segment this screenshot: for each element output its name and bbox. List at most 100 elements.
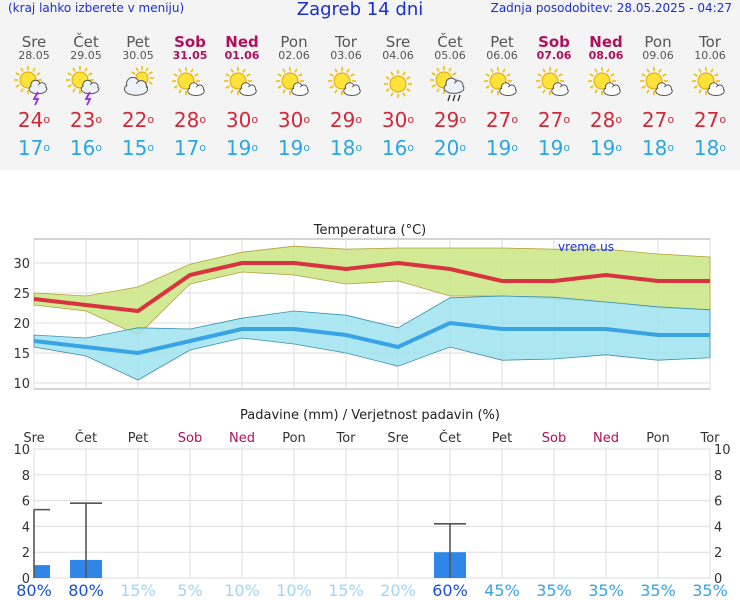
weather-icon bbox=[476, 66, 528, 102]
rain-drop bbox=[447, 94, 451, 102]
precipitation-plot-area bbox=[33, 448, 711, 579]
sun-ray bbox=[72, 88, 76, 93]
precip-day-label: Čet bbox=[75, 430, 97, 446]
precip-day-label: Ned bbox=[593, 431, 619, 446]
precip-day-label: Pon bbox=[646, 431, 670, 446]
sun-ray bbox=[88, 72, 93, 76]
cloud-fill bbox=[344, 87, 360, 95]
sun-ray bbox=[431, 84, 436, 88]
precip-day-label: Sob bbox=[542, 431, 566, 446]
sun-small-cloud-icon bbox=[172, 67, 205, 96]
sun-ray bbox=[502, 68, 506, 73]
sun-ray bbox=[662, 73, 667, 77]
sun-ray bbox=[135, 67, 139, 72]
max-temp: 22o bbox=[121, 108, 155, 132]
sun-ray bbox=[15, 84, 20, 88]
day-name: Pon bbox=[644, 33, 672, 51]
day-column: Tor 03.06 29o 18o bbox=[320, 34, 372, 160]
min-temp: 18o bbox=[693, 136, 727, 160]
day-column: Čet 05.06 29o 20o bbox=[424, 34, 476, 160]
sun-ray bbox=[190, 68, 194, 73]
sun-ray bbox=[225, 85, 230, 89]
sun-ray bbox=[173, 73, 178, 77]
site-watermark: vreme.us bbox=[558, 240, 614, 254]
day-date: 09.06 bbox=[642, 49, 674, 62]
precipitation-title: Padavine (mm) / Verjetnost padavin (%) bbox=[240, 408, 500, 423]
day-name: Tor bbox=[699, 33, 721, 51]
weather-icon bbox=[580, 66, 632, 102]
sun-ray bbox=[693, 85, 698, 89]
sun-ray bbox=[606, 68, 610, 73]
precip-probability: 15% bbox=[328, 581, 364, 600]
day-column: Pet 30.05 22o 15o bbox=[112, 34, 164, 160]
cloud-fill bbox=[125, 83, 147, 95]
min-temp: 18o bbox=[329, 136, 363, 160]
day-date: 29.05 bbox=[70, 49, 102, 62]
sun-small-cloud-icon bbox=[640, 67, 673, 96]
day-date: 07.06 bbox=[536, 49, 572, 62]
precip-day-label: Sob bbox=[178, 431, 202, 446]
day-column: Pon 09.06 27o 18o bbox=[632, 34, 684, 160]
precip-day-label: Pet bbox=[128, 431, 148, 446]
sun-ray bbox=[246, 73, 251, 77]
sun-disc bbox=[389, 75, 407, 93]
precip-probability: 35% bbox=[640, 581, 676, 600]
sun-ray bbox=[334, 68, 338, 73]
sun-ray bbox=[385, 76, 390, 80]
sun-ray bbox=[277, 85, 282, 89]
sun-ray bbox=[431, 72, 436, 76]
min-temp-line bbox=[33, 320, 710, 356]
sun-ray bbox=[148, 71, 153, 75]
precip-probability: 10% bbox=[224, 581, 260, 600]
weather-icon bbox=[424, 66, 476, 102]
min-temp: 16o bbox=[69, 136, 103, 160]
precip-day-label: Tor bbox=[699, 431, 720, 446]
sun-ray bbox=[178, 68, 182, 73]
cloud-fill bbox=[445, 83, 463, 93]
sun-ray bbox=[15, 72, 20, 76]
sun-cloud-storm-icon bbox=[14, 66, 48, 106]
max-temp: 27o bbox=[537, 108, 571, 132]
sun-ray bbox=[36, 72, 41, 76]
min-temp: 19o bbox=[589, 136, 623, 160]
sun-ray bbox=[589, 73, 594, 77]
max-temp: 29o bbox=[329, 108, 363, 132]
sun-ray bbox=[698, 89, 702, 94]
max-temp: 23o bbox=[69, 108, 103, 132]
cloud-fill bbox=[500, 87, 516, 95]
min-temp: 19o bbox=[225, 136, 259, 160]
sun-ray bbox=[436, 67, 440, 72]
min-temp: 17o bbox=[17, 136, 51, 160]
sun-ray bbox=[230, 89, 234, 94]
cloud-fill bbox=[604, 87, 620, 95]
sun-ray bbox=[506, 73, 511, 77]
sun-small-cloud-icon bbox=[588, 67, 621, 96]
sun-ray bbox=[334, 89, 338, 94]
sun-ray bbox=[390, 71, 394, 76]
day-date: 30.05 bbox=[122, 49, 154, 62]
sun-ray bbox=[641, 73, 646, 77]
weather-icon bbox=[164, 66, 216, 102]
sun-ray bbox=[646, 68, 650, 73]
precip-probability: 45% bbox=[484, 581, 520, 600]
sun-ray bbox=[402, 71, 406, 76]
weather-icon bbox=[528, 66, 580, 102]
sun-ray bbox=[385, 88, 390, 92]
day-name: Sob bbox=[174, 33, 206, 51]
sun-ray bbox=[402, 92, 406, 97]
location-menu-hint[interactable]: (kraj lahko izberete v meniju) bbox=[8, 1, 185, 15]
min-temp: 16o bbox=[381, 136, 415, 160]
min-temp: 19o bbox=[537, 136, 571, 160]
y-tick-label-left: 4 bbox=[22, 520, 30, 535]
max-temp: 27o bbox=[641, 108, 675, 132]
precip-probability: 35% bbox=[588, 581, 624, 600]
lightning-bolt bbox=[84, 91, 92, 106]
min-temp: 18o bbox=[641, 136, 675, 160]
sun-ray bbox=[448, 67, 452, 72]
sun-ray bbox=[194, 73, 199, 77]
precip-probability: 80% bbox=[16, 581, 52, 600]
sun-ray bbox=[329, 73, 334, 77]
sun-small-cloud-icon bbox=[640, 67, 673, 96]
day-column: Sob 31.05 28o 17o bbox=[164, 34, 216, 160]
max-temp: 30o bbox=[277, 108, 311, 132]
